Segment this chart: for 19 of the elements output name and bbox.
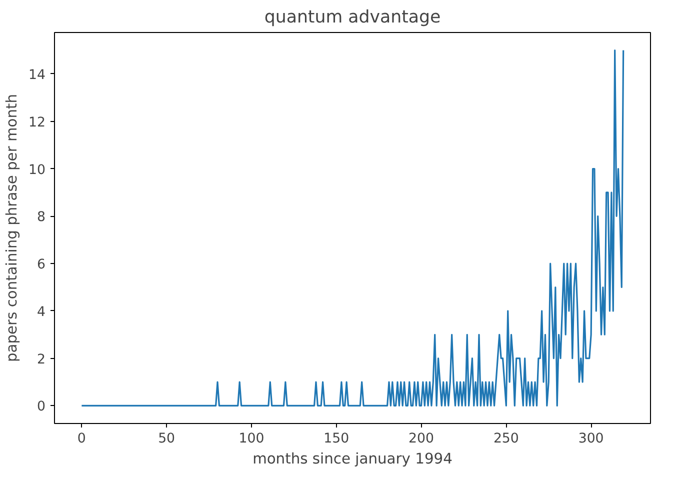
x-tick-label: 150	[324, 432, 350, 446]
chart-title: quantum advantage	[264, 8, 441, 28]
x-tick-label: 0	[77, 432, 86, 446]
line-series	[80, 49, 624, 407]
y-tick-label: 0	[37, 400, 46, 415]
y-tick-label: 12	[28, 115, 46, 130]
x-tick-label: 100	[238, 432, 264, 446]
x-tick-label: 50	[158, 432, 176, 446]
x-axis-title: months since january 1994	[252, 450, 452, 468]
y-tick-label: 8	[37, 210, 46, 226]
y-tick-label: 2	[37, 352, 46, 368]
y-tick-label: 14	[28, 68, 46, 83]
x-tick-label: 300	[578, 432, 604, 446]
y-tick-label: 6	[37, 258, 46, 273]
x-tick-label: 250	[493, 432, 519, 446]
y-tick-label: 4	[37, 304, 46, 320]
y-tick-label: 10	[28, 162, 46, 178]
x-tick-label: 200	[408, 432, 434, 446]
y-axis-title: papers containing phrase per month	[4, 94, 21, 362]
